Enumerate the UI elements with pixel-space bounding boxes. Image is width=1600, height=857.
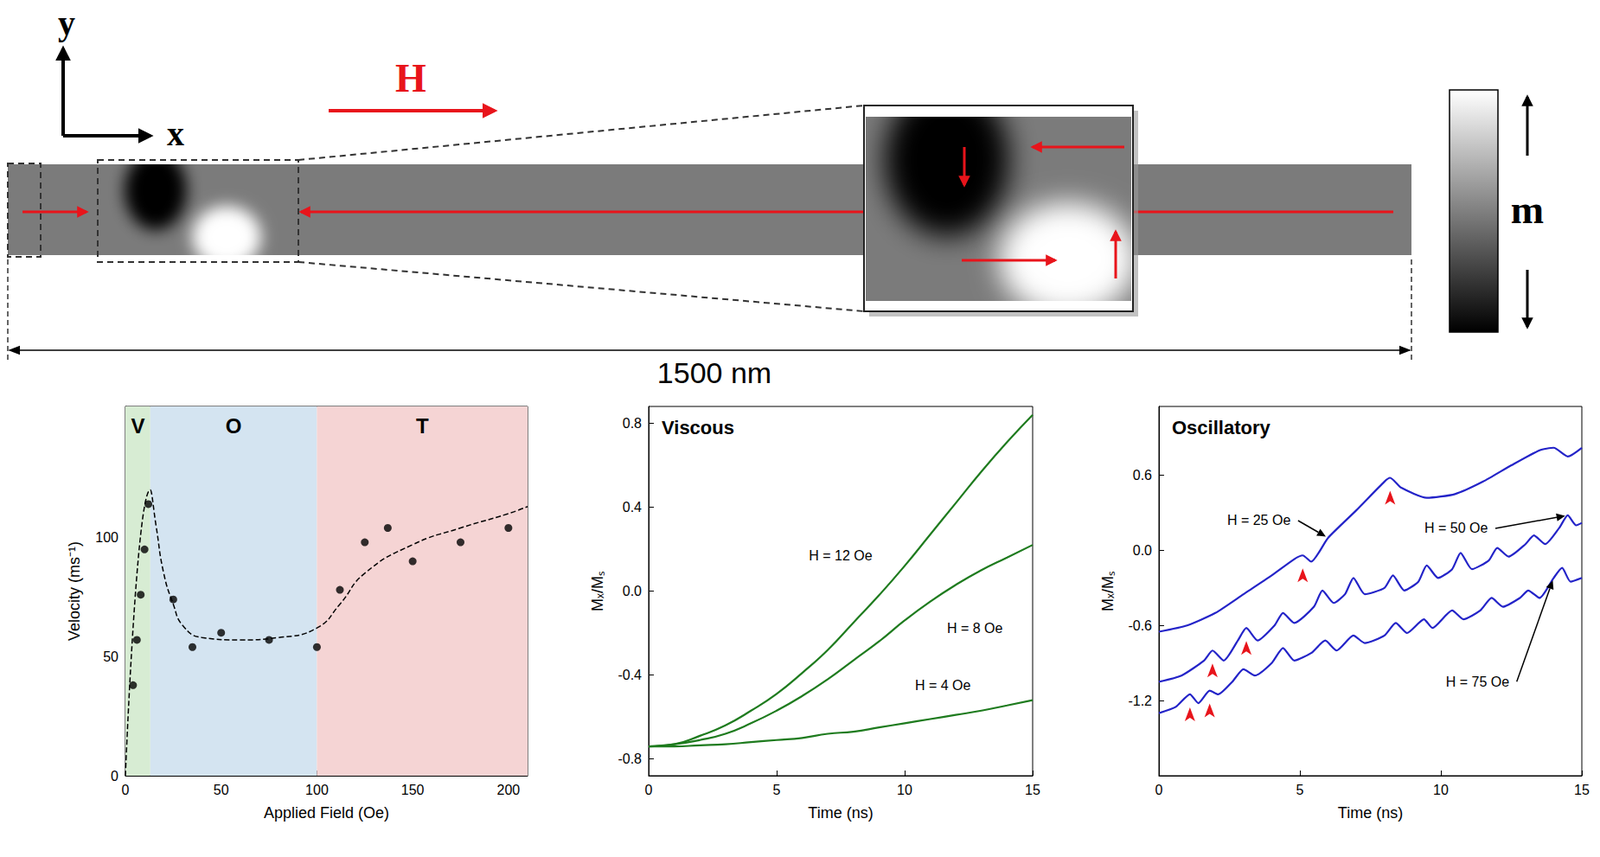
svg-text:Time (ns): Time (ns) <box>807 804 873 822</box>
svg-text:5: 5 <box>773 782 781 798</box>
svg-text:0: 0 <box>1155 782 1164 798</box>
svg-text:H = 75 Oe: H = 75 Oe <box>1446 674 1510 690</box>
svg-text:Mₓ/Mₛ: Mₓ/Mₛ <box>1099 570 1117 612</box>
svg-text:5: 5 <box>1296 782 1305 798</box>
svg-text:Time (ns): Time (ns) <box>1337 804 1403 822</box>
svg-text:15: 15 <box>1024 782 1041 798</box>
svg-text:H = 12 Oe: H = 12 Oe <box>808 548 872 564</box>
svg-text:15: 15 <box>1574 782 1590 798</box>
svg-text:150: 150 <box>401 782 425 798</box>
svg-text:O: O <box>225 414 243 438</box>
svg-text:Viscous: Viscous <box>661 416 735 439</box>
svg-text:50: 50 <box>213 782 230 798</box>
svg-text:Velocity (ms⁻¹): Velocity (ms⁻¹) <box>65 541 84 641</box>
svg-text:H = 25 Oe: H = 25 Oe <box>1227 512 1291 528</box>
svg-text:0.4: 0.4 <box>622 499 642 515</box>
svg-text:x: x <box>166 114 185 154</box>
svg-text:Oscillatory: Oscillatory <box>1171 416 1271 439</box>
svg-text:Applied Field (Oe): Applied Field (Oe) <box>263 804 390 822</box>
svg-text:10: 10 <box>896 782 913 798</box>
svg-text:0: 0 <box>645 782 653 798</box>
svg-text:100: 100 <box>305 782 329 798</box>
svg-text:0.8: 0.8 <box>622 416 642 431</box>
svg-text:y: y <box>57 3 76 43</box>
svg-text:H = 50 Oe: H = 50 Oe <box>1424 520 1488 536</box>
svg-text:0.0: 0.0 <box>622 583 642 599</box>
svg-text:V: V <box>130 414 145 438</box>
svg-text:m: m <box>1510 187 1544 232</box>
svg-text:-0.4: -0.4 <box>617 667 642 683</box>
svg-text:0: 0 <box>110 768 119 784</box>
svg-text:-0.8: -0.8 <box>617 751 642 767</box>
svg-text:H = 4 Oe: H = 4 Oe <box>915 678 972 693</box>
svg-text:50: 50 <box>102 649 119 665</box>
svg-text:0: 0 <box>121 782 130 798</box>
svg-text:-1.2: -1.2 <box>1127 693 1152 709</box>
svg-text:0.0: 0.0 <box>1132 543 1152 558</box>
svg-text:100: 100 <box>95 530 119 545</box>
svg-text:10: 10 <box>1433 782 1449 798</box>
svg-text:0.6: 0.6 <box>1132 467 1152 483</box>
svg-text:Mₓ/Mₛ: Mₓ/Mₛ <box>588 570 607 612</box>
svg-text:T: T <box>416 414 429 438</box>
svg-text:H = 8 Oe: H = 8 Oe <box>947 620 1004 636</box>
svg-text:200: 200 <box>497 782 521 798</box>
svg-text:1500 nm: 1500 nm <box>657 356 772 390</box>
svg-text:-0.6: -0.6 <box>1127 618 1152 634</box>
svg-text:H: H <box>395 56 427 101</box>
